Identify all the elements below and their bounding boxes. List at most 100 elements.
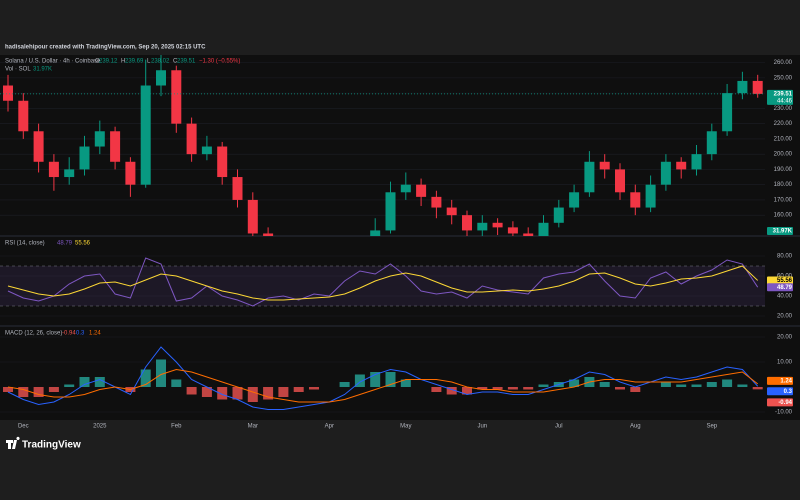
- candle-body: [523, 233, 534, 236]
- logo-text: TradingView: [22, 440, 81, 451]
- y-tick-label: 250.00: [774, 75, 793, 81]
- histogram-bar: [79, 377, 90, 387]
- x-tick-label: Mar: [248, 424, 258, 430]
- last-price: 239.51: [774, 91, 793, 97]
- y-tick-label: 80.00: [777, 254, 793, 260]
- candle-body: [33, 131, 44, 162]
- price-tag-label: 48.79: [777, 285, 793, 291]
- candle-body: [263, 233, 274, 236]
- y-tick-label: -10.00: [775, 410, 793, 416]
- indicator-title: MACD (12, 26, close): [5, 331, 62, 337]
- price-tag-label: 31.97K: [773, 229, 793, 235]
- price-tag-label: -0.94: [778, 400, 792, 406]
- lines: [7, 257, 759, 307]
- candle-body: [140, 85, 151, 185]
- candle-body: [48, 161, 59, 178]
- price-tag-label: 0.3: [784, 389, 793, 395]
- quote-label: H: [121, 59, 125, 65]
- rsi-band: [0, 266, 765, 306]
- histogram-bar: [752, 387, 763, 390]
- indicator-value: -0.94: [62, 331, 76, 337]
- x-tick-label: Apr: [325, 424, 334, 430]
- x-tick-label: Jun: [477, 424, 487, 430]
- histogram-bar: [3, 387, 13, 392]
- candle-body: [645, 184, 656, 208]
- x-tick-label: Sep: [706, 424, 717, 430]
- histogram-bar: [186, 387, 197, 395]
- candle-body: [385, 192, 396, 231]
- indicator-value: 55.56: [75, 241, 91, 247]
- candle-body: [79, 146, 90, 170]
- candle-body: [615, 169, 625, 193]
- price-tag: [767, 283, 793, 292]
- histogram-bar: [706, 382, 717, 387]
- candles: [3, 55, 763, 236]
- x-tick-label: Jul: [555, 424, 563, 430]
- chart-layer: 160.00 170.00 180.00 190.00 200.00 210.00 220.…: [0, 55, 793, 430]
- candle-body: [232, 177, 243, 200]
- candle-body: [538, 222, 549, 236]
- price-tag: [767, 276, 793, 285]
- price-tag: [767, 387, 793, 396]
- candle-body: [737, 80, 748, 94]
- candle-body: [3, 85, 13, 101]
- histogram-bar: [737, 384, 748, 387]
- y-tick-label: 220.00: [774, 121, 793, 127]
- quote-change: −1.30 (−0.55%): [199, 59, 240, 65]
- y-tick-label: 180.00: [774, 182, 793, 188]
- candle-body: [676, 161, 687, 170]
- y-tick-label: 20.00: [777, 335, 793, 341]
- quote-label: O: [95, 59, 100, 65]
- y-tick-label: 200.00: [774, 152, 793, 158]
- chart-panel: [0, 55, 800, 420]
- quote-value: 239.69: [125, 59, 144, 65]
- candle-body: [722, 93, 733, 132]
- histogram-bar: [538, 384, 549, 387]
- quote-value: 239.12: [99, 59, 118, 65]
- histogram-bar: [722, 379, 733, 387]
- candle-body: [370, 230, 381, 236]
- histogram-bar: [370, 372, 381, 387]
- price-tag-label: 55.56: [777, 278, 793, 284]
- x-tick-label: 2025: [93, 424, 107, 430]
- histogram-bar: [400, 379, 411, 387]
- quote-value: 238.02: [151, 59, 170, 65]
- x-tick-label: Feb: [171, 424, 182, 430]
- histogram-bar: [569, 379, 580, 387]
- histogram-bar: [339, 382, 350, 387]
- histogram-bar: [293, 387, 304, 392]
- candle-body: [584, 161, 595, 193]
- histogram-bar: [171, 379, 182, 387]
- histogram-bar: [140, 369, 151, 387]
- histogram-bar: [278, 387, 289, 397]
- y-tick-label: 190.00: [774, 167, 793, 173]
- candle-body: [752, 80, 763, 94]
- price-tag-label: 1.24: [780, 378, 792, 384]
- candle-body: [416, 184, 427, 197]
- histogram-bar: [615, 387, 625, 390]
- y-tick-label: 210.00: [774, 136, 793, 142]
- candle-body: [247, 199, 258, 234]
- candle-body: [553, 207, 564, 223]
- candle-body: [630, 192, 641, 208]
- indicator-title: RSI (14, close): [5, 241, 45, 247]
- histogram-bar: [523, 387, 534, 390]
- histogram-bar: [660, 382, 671, 387]
- indicator-line: [7, 257, 759, 307]
- histogram-bar: [217, 387, 228, 400]
- indicator-value: 1.24: [89, 331, 101, 337]
- candle-body: [201, 146, 212, 155]
- histogram-bar: [431, 387, 442, 392]
- candle-body: [599, 161, 610, 170]
- candle-body: [110, 131, 121, 162]
- candle-body: [492, 222, 503, 228]
- y-tick-label: 260.00: [774, 60, 793, 66]
- price-tag: [767, 376, 793, 385]
- quote-label: C: [173, 59, 178, 65]
- histogram-bar: [18, 387, 29, 397]
- candle-body: [186, 123, 197, 155]
- price-tag: [767, 89, 793, 105]
- y-tick-label: 160.00: [774, 213, 793, 219]
- candle-body: [706, 131, 717, 155]
